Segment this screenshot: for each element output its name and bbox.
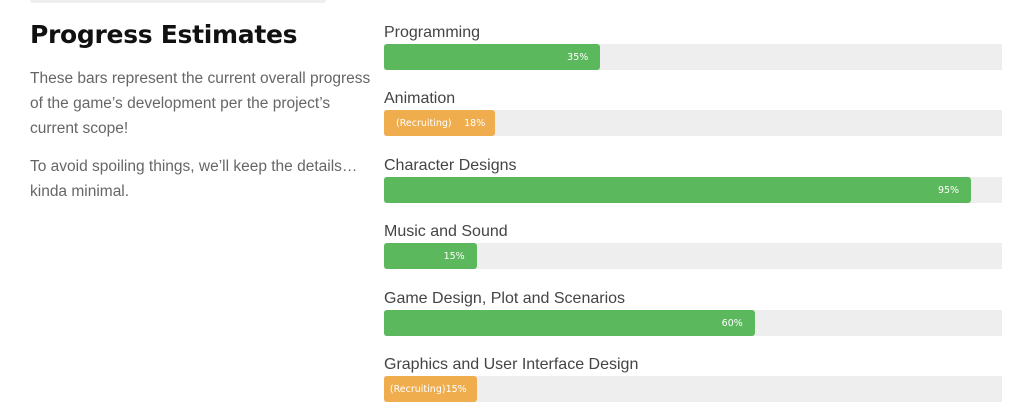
progress-value: 15% xyxy=(445,383,467,395)
intro-paragraph-2: To avoid spoiling things, we’ll keep the… xyxy=(30,158,358,200)
progress-label: Programming xyxy=(384,24,481,41)
progress-track: (Recruiting) 15% xyxy=(384,376,1002,402)
progress-fill: 35% xyxy=(384,44,601,70)
progress-track: 15% xyxy=(384,243,1002,269)
progress-label: Game Design, Plot and Scenarios xyxy=(384,290,626,307)
progress-fill: (Recruiting) 15% xyxy=(384,376,477,402)
top-divider xyxy=(30,0,326,3)
progress-fill: 15% xyxy=(384,243,477,269)
progress-value: 15% xyxy=(443,250,465,262)
progress-value: 35% xyxy=(567,51,589,63)
progress-label: Graphics and User Interface Design xyxy=(384,356,639,373)
progress-fill: 60% xyxy=(384,310,755,336)
progress-value: 95% xyxy=(937,184,960,196)
progress-fill: 95% xyxy=(384,177,972,203)
progress-fill: (Recruiting) 18% xyxy=(384,110,496,136)
progress-label: Music and Sound xyxy=(384,223,508,240)
progress-track: 35% xyxy=(384,44,1002,70)
progress-track: (Recruiting) 18% xyxy=(384,110,1002,136)
intro-section: Progress Estimates These bars represent … xyxy=(30,18,375,204)
progress-track: 95% xyxy=(384,177,1002,203)
progress-label: Character Designs xyxy=(384,157,517,174)
progress-note: (Recruiting) xyxy=(396,117,452,129)
progress-value: 60% xyxy=(721,317,743,329)
page-title: Progress Estimates xyxy=(30,20,298,49)
progress-value: 18% xyxy=(464,117,486,129)
intro-paragraph-1: These bars represent the current overall… xyxy=(30,70,371,137)
progress-label: Animation xyxy=(384,90,456,107)
progress-note: (Recruiting) xyxy=(389,383,446,395)
progress-track: 60% xyxy=(384,310,1002,336)
